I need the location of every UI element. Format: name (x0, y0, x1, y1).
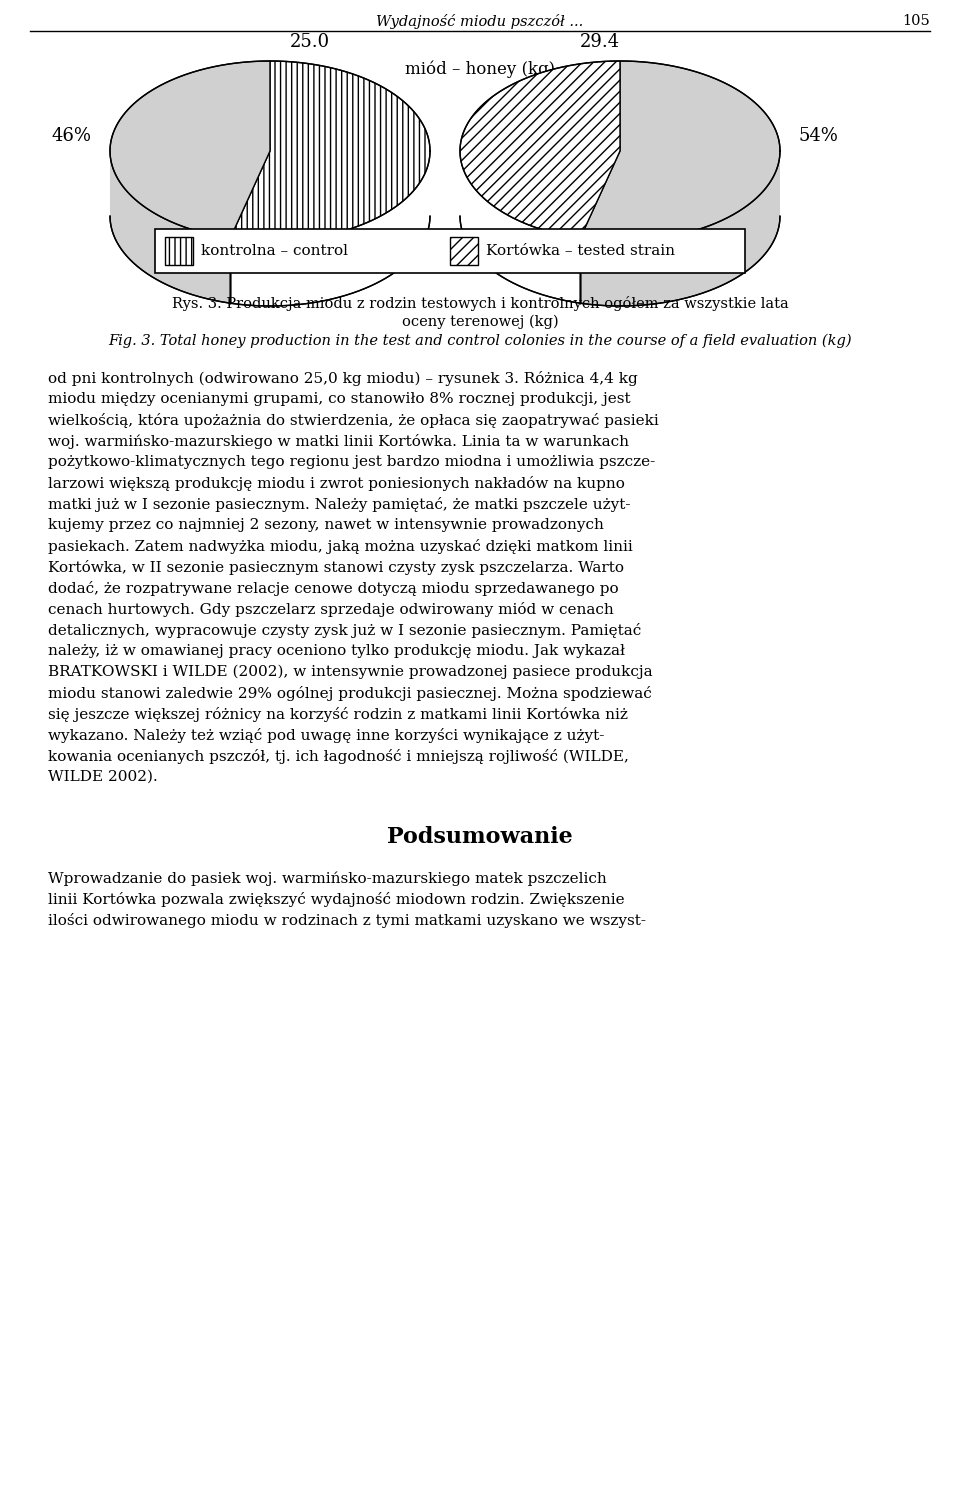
Bar (155, 230, 745, 273)
Polygon shape (230, 152, 430, 306)
Text: od pni kontrolnych (odwirowano 25,0 kg miodu) – rysunek 3. Różnica 4,4 kg: od pni kontrolnych (odwirowano 25,0 kg m… (48, 371, 637, 386)
Bar (165, 237, 193, 265)
Text: Kortówka – tested strain: Kortówka – tested strain (486, 245, 675, 258)
Text: dodać, że rozpatrywane relacje cenowe dotyczą miodu sprzedawanego po: dodać, że rozpatrywane relacje cenowe do… (48, 581, 618, 596)
Text: Wprowadzanie do pasiek woj. warmińsko-mazurskiego matek pszczelich: Wprowadzanie do pasiek woj. warmińsko-ma… (48, 871, 607, 886)
Text: 54%: 54% (798, 127, 838, 145)
Text: Podsumowanie: Podsumowanie (387, 826, 573, 848)
Text: ilości odwirowanego miodu w rodzinach z tymi matkami uzyskano we wszyst-: ilości odwirowanego miodu w rodzinach z … (48, 912, 646, 927)
Polygon shape (460, 61, 620, 239)
Text: pasiekach. Zatem nadwyżka miodu, jaką można uzyskać dzięki matkom linii: pasiekach. Zatem nadwyżka miodu, jaką mo… (48, 540, 633, 555)
Text: 105: 105 (902, 13, 930, 28)
Text: kujemy przez co najmniej 2 sezony, nawet w intensywnie prowadzonych: kujemy przez co najmniej 2 sezony, nawet… (48, 517, 604, 532)
Text: Rys. 3. Produkcja miodu z rodzin testowych i kontrolnych ogółem za wszystkie lat: Rys. 3. Produkcja miodu z rodzin testowy… (172, 297, 788, 312)
Polygon shape (460, 152, 580, 303)
Text: wykazano. Należy też wziąć pod uwagę inne korzyści wynikające z użyt-: wykazano. Należy też wziąć pod uwagę inn… (48, 728, 605, 743)
Text: Wydajność miodu pszczół ...: Wydajność miodu pszczół ... (376, 13, 584, 28)
Text: woj. warmińsko-mazurskiego w matki linii Kortówka. Linia ta w warunkach: woj. warmińsko-mazurskiego w matki linii… (48, 434, 629, 449)
Text: oceny terenowej (kg): oceny terenowej (kg) (401, 315, 559, 330)
Text: kontrolna – control: kontrolna – control (201, 245, 348, 258)
Text: pożytkowo-klimatycznych tego regionu jest bardzo miodna i umożliwia pszcze-: pożytkowo-klimatycznych tego regionu jes… (48, 455, 656, 470)
Text: miodu między ocenianymi grupami, co stanowiło 8% rocznej produkcji, jest: miodu między ocenianymi grupami, co stan… (48, 392, 631, 406)
Text: kowania ocenianych pszczół, tj. ich łagodność i mniejszą rojliwość (WILDE,: kowania ocenianych pszczół, tj. ich łago… (48, 748, 629, 763)
Polygon shape (110, 61, 270, 239)
Text: WILDE 2002).: WILDE 2002). (48, 769, 157, 784)
Text: miód – honey (kg): miód – honey (kg) (405, 61, 555, 79)
Polygon shape (110, 152, 230, 303)
Text: larzowi większą produkcję miodu i zwrot poniesionych nakładów na kupno: larzowi większą produkcję miodu i zwrot … (48, 476, 625, 491)
Polygon shape (230, 61, 430, 242)
Polygon shape (580, 152, 780, 306)
Text: wielkością, która upożażnia do stwierdzenia, że opłaca się zaopatrywać pasieki: wielkością, która upożażnia do stwierdze… (48, 413, 659, 428)
Text: BRATKOWSKI i WILDE (2002), w intensywnie prowadzonej pasiece produkcja: BRATKOWSKI i WILDE (2002), w intensywnie… (48, 665, 653, 680)
Bar (450, 237, 478, 265)
Text: Fig. 3. Total honey production in the test and control colonies in the course of: Fig. 3. Total honey production in the te… (108, 334, 852, 349)
Text: cenach hurtowych. Gdy pszczelarz sprzedaje odwirowany miód w cenach: cenach hurtowych. Gdy pszczelarz sprzeda… (48, 602, 613, 617)
Text: linii Kortówka pozwala zwiększyć wydajność miodown rodzin. Zwiększenie: linii Kortówka pozwala zwiększyć wydajno… (48, 892, 625, 907)
Text: Kortówka, w II sezonie pasiecznym stanowi czysty zysk pszczelarza. Warto: Kortówka, w II sezonie pasiecznym stanow… (48, 561, 624, 576)
Polygon shape (580, 61, 780, 242)
Text: 29.4: 29.4 (580, 33, 620, 51)
Text: się jeszcze większej różnicy na korzyść rodzin z matkami linii Kortówka niż: się jeszcze większej różnicy na korzyść … (48, 707, 628, 722)
Text: należy, iż w omawianej pracy oceniono tylko produkcję miodu. Jak wykazał: należy, iż w omawianej pracy oceniono ty… (48, 644, 625, 658)
Text: detalicznych, wypracowuje czysty zysk już w I sezonie pasiecznym. Pamiętać: detalicznych, wypracowuje czysty zysk ju… (48, 623, 641, 638)
Text: 25.0: 25.0 (290, 33, 330, 51)
Text: matki już w I sezonie pasiecznym. Należy pamiętać, że matki pszczele użyt-: matki już w I sezonie pasiecznym. Należy… (48, 497, 631, 511)
Text: miodu stanowi zaledwie 29% ogólnej produkcji pasiecznej. Można spodziewać: miodu stanowi zaledwie 29% ogólnej produ… (48, 686, 652, 701)
Text: 46%: 46% (52, 127, 92, 145)
